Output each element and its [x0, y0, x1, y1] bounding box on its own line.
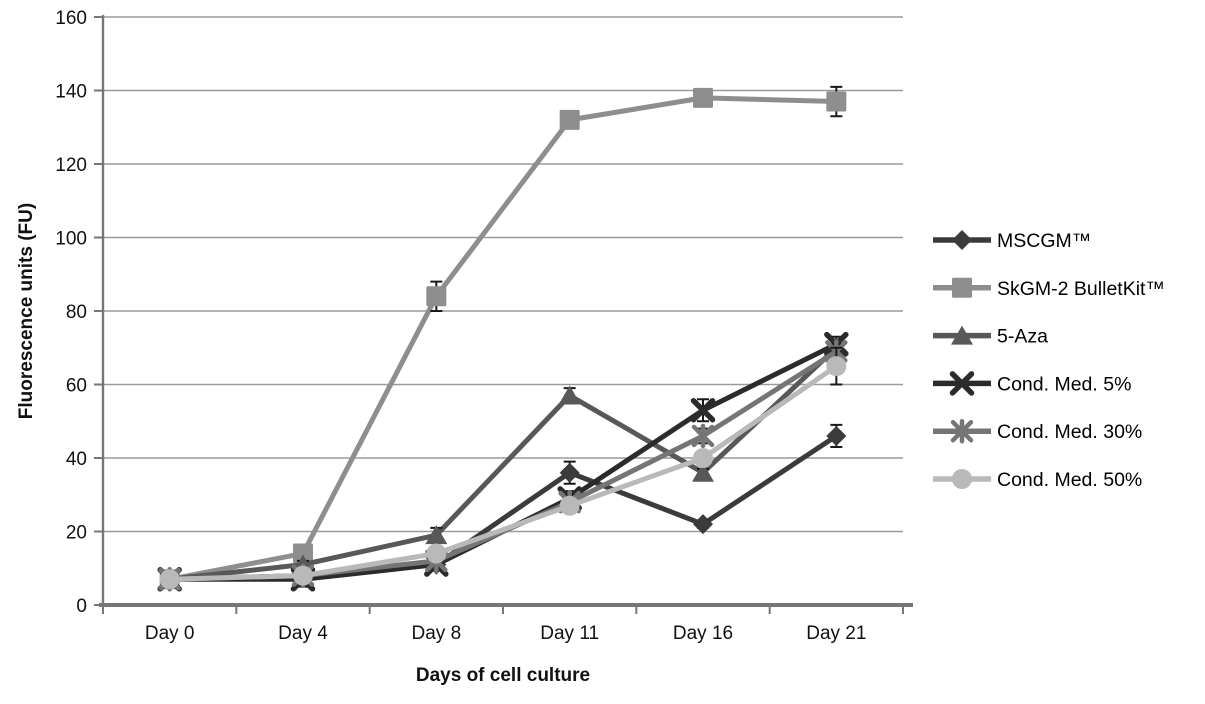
asterisk-marker — [950, 418, 974, 444]
y-tick-label: 120 — [55, 155, 87, 176]
triangle-marker — [951, 325, 973, 345]
series-2 — [159, 85, 847, 590]
legend-item: MSCGM™ — [933, 230, 1091, 252]
series-line — [167, 345, 839, 582]
legend-label: Cond. Med. 5% — [997, 373, 1131, 395]
y-tick-label: 160 — [55, 8, 87, 29]
y-tick-label: 0 — [76, 596, 87, 617]
square-marker — [693, 87, 713, 108]
legend-label: 5-Aza — [997, 326, 1048, 348]
series-1 — [159, 423, 847, 590]
x-tick-label: Day 16 — [673, 623, 733, 644]
legend-item: SkGM-2 BulletKit™ — [933, 277, 1165, 300]
legend-item: Cond. Med. 50% — [933, 469, 1142, 491]
y-tick-label: 140 — [55, 82, 87, 103]
circle-marker — [159, 569, 180, 590]
diamond-marker — [826, 425, 847, 446]
x-tick-label: Day 8 — [412, 623, 462, 644]
series-line — [167, 341, 839, 582]
diamond-marker — [693, 514, 713, 535]
legend: MSCGM™ SkGM-2 BulletKit™ 5-Aza Cond. Med. 5… — [933, 230, 1165, 491]
legend-label: MSCGM™ — [997, 230, 1091, 252]
x-axis-title: Days of cell culture — [415, 665, 591, 686]
diamond-marker — [952, 230, 972, 250]
y-tick-label: 60 — [66, 376, 87, 397]
legend-item: Cond. Med. 5% — [933, 371, 1131, 396]
square-marker — [293, 543, 313, 564]
diamond-marker — [559, 462, 580, 483]
series-4 — [157, 331, 849, 592]
circle-marker — [952, 469, 972, 489]
square-marker — [559, 109, 580, 130]
legend-label: SkGM-2 BulletKit™ — [997, 278, 1165, 300]
circle-marker — [426, 543, 447, 564]
legend-label: Cond. Med. 50% — [997, 469, 1142, 491]
circle-marker — [693, 448, 713, 468]
series-6 — [159, 346, 847, 590]
y-tick-label: 40 — [66, 449, 87, 470]
legend-item: Cond. Med. 30% — [933, 418, 1142, 444]
x-tick-label: Day 21 — [806, 623, 866, 644]
triangle-marker — [558, 385, 581, 405]
y-tick-label: 80 — [66, 302, 87, 323]
triangle-marker — [425, 525, 448, 545]
circle-marker — [826, 356, 847, 377]
series-line — [167, 363, 839, 582]
circle-marker — [293, 565, 313, 586]
x-marker — [949, 371, 975, 396]
series-line — [167, 95, 839, 582]
circle-marker — [559, 495, 580, 516]
square-marker — [426, 286, 447, 307]
y-axis-title: Fluorescence units (FU) — [16, 202, 37, 420]
legend-item: 5-Aza — [933, 325, 1048, 348]
x-tick-label: Day 11 — [540, 623, 599, 644]
legend-label: Cond. Med. 30% — [997, 421, 1142, 443]
square-marker — [826, 91, 847, 112]
triangle-marker — [692, 462, 714, 482]
y-tick-label: 20 — [66, 523, 87, 544]
x-tick-label: Day 0 — [145, 623, 195, 644]
square-marker — [952, 277, 972, 298]
y-tick-label: 100 — [55, 229, 87, 250]
series-3 — [158, 337, 848, 589]
x-tick-label: Day 4 — [278, 623, 328, 644]
asterisk-marker — [691, 423, 715, 449]
x-marker — [690, 397, 716, 423]
